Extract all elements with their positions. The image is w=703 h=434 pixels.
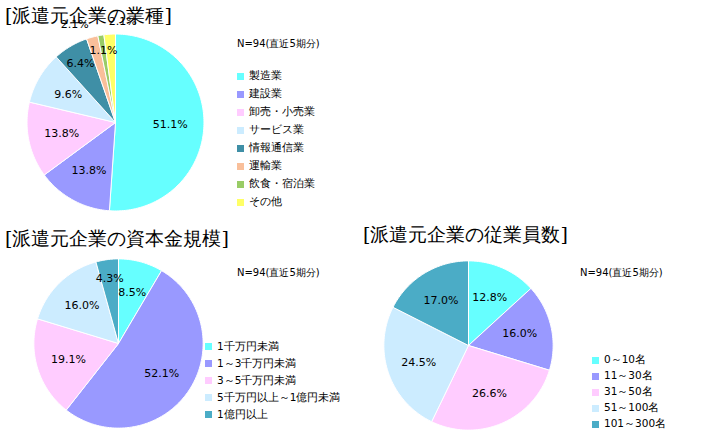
svg-text:13.8%: 13.8% xyxy=(72,164,107,177)
svg-text:8.5%: 8.5% xyxy=(118,286,146,299)
svg-text:17.0%: 17.0% xyxy=(424,294,459,307)
svg-text:1.1%: 1.1% xyxy=(90,44,118,57)
svg-text:4.3%: 4.3% xyxy=(96,272,124,285)
svg-text:52.1%: 52.1% xyxy=(144,367,179,380)
svg-text:12.8%: 12.8% xyxy=(472,291,507,304)
svg-text:16.0%: 16.0% xyxy=(502,327,537,340)
svg-text:9.6%: 9.6% xyxy=(54,88,82,101)
svg-text:2.1%: 2.1% xyxy=(109,15,137,28)
svg-text:26.6%: 26.6% xyxy=(472,387,507,400)
svg-text:13.8%: 13.8% xyxy=(44,127,79,140)
svg-text:19.1%: 19.1% xyxy=(51,353,86,366)
svg-text:6.4%: 6.4% xyxy=(66,57,94,70)
svg-text:2.1%: 2.1% xyxy=(61,18,89,31)
svg-text:51.1%: 51.1% xyxy=(153,118,188,131)
svg-text:24.5%: 24.5% xyxy=(401,356,436,369)
svg-text:16.0%: 16.0% xyxy=(64,299,99,312)
